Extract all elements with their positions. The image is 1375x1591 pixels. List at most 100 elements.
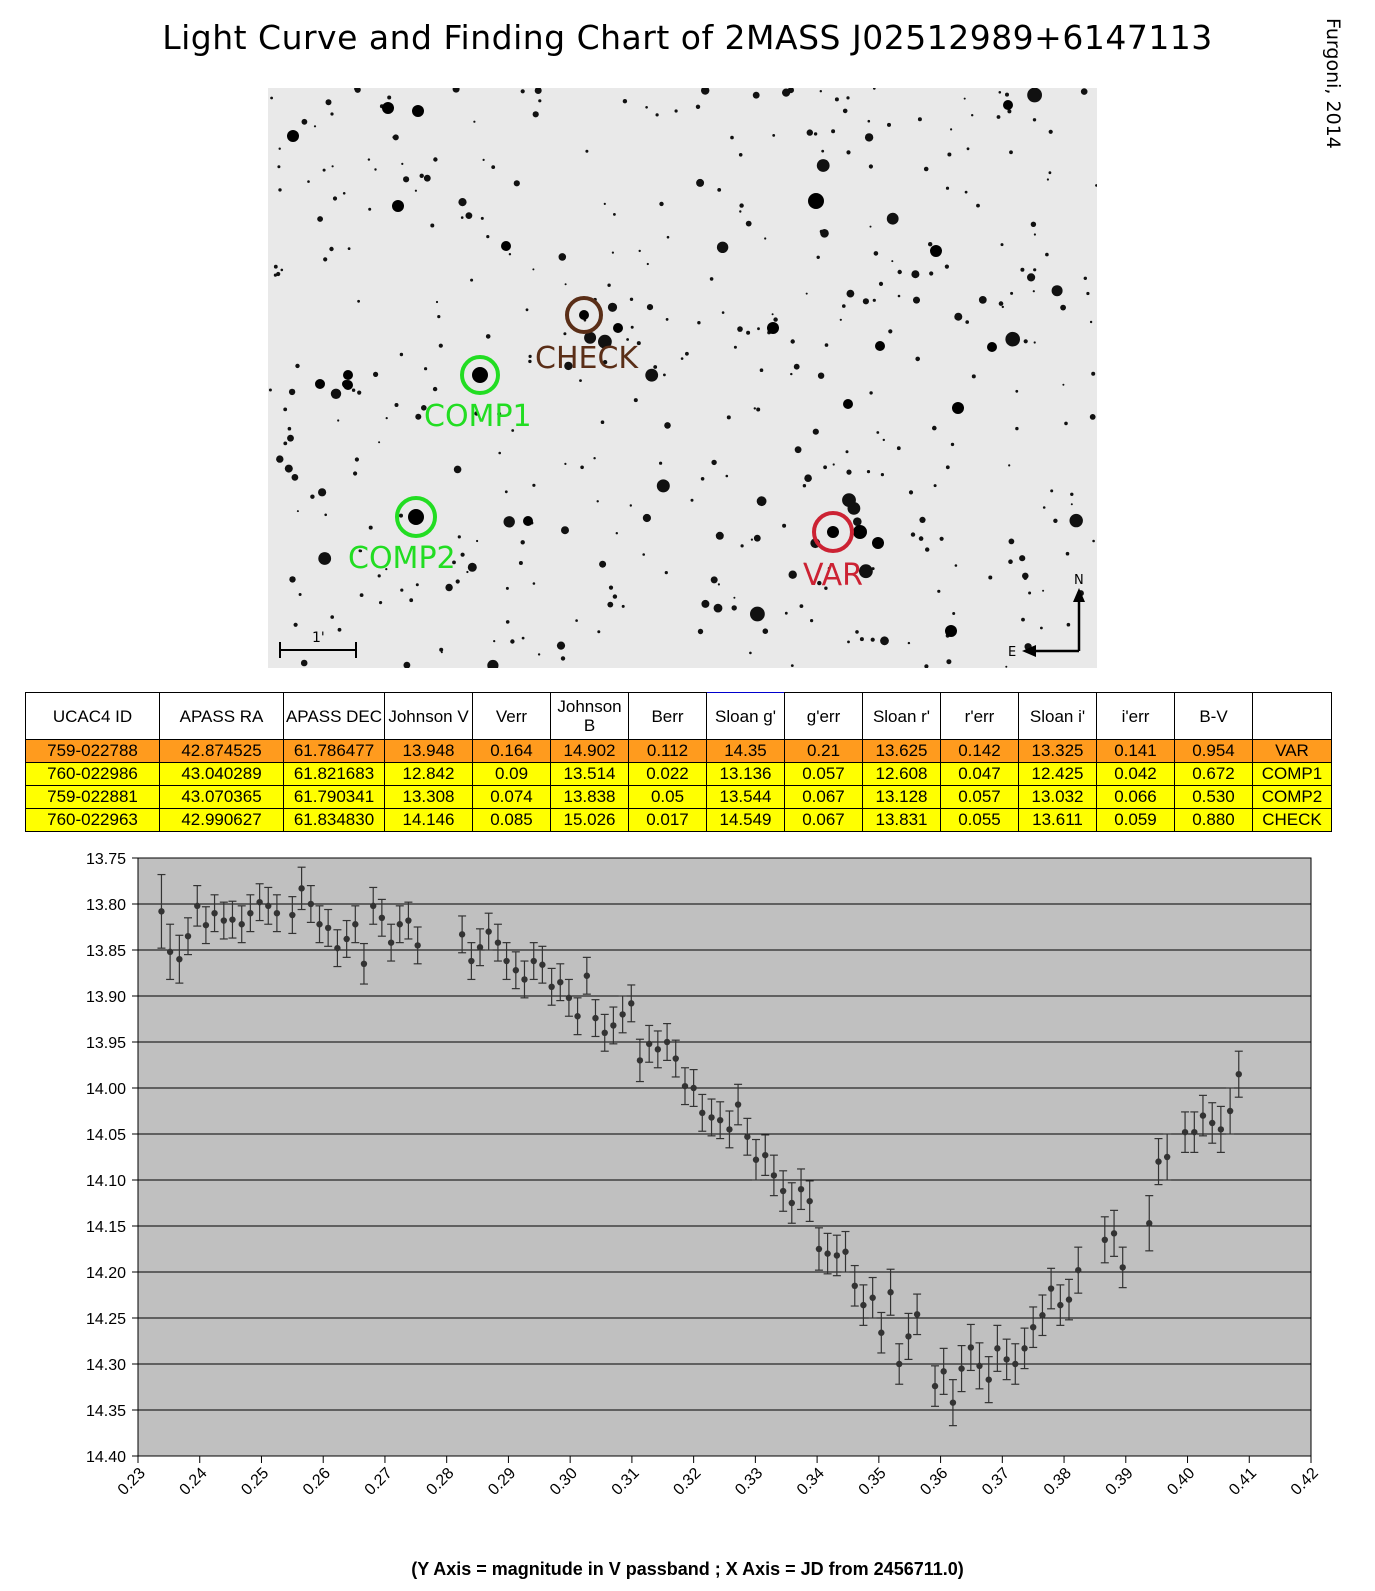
data-point — [458, 931, 466, 938]
data-point — [1146, 1220, 1153, 1227]
star — [1022, 572, 1029, 580]
table-cell: 0.057 — [784, 762, 863, 786]
table-cell: 14.146 — [384, 808, 473, 832]
star — [1009, 150, 1013, 155]
star — [638, 249, 641, 253]
star — [452, 88, 460, 93]
data-point — [931, 1382, 939, 1390]
star — [626, 338, 629, 341]
star — [917, 117, 922, 122]
data-point — [324, 924, 332, 932]
star — [538, 99, 542, 103]
star — [716, 241, 729, 253]
star — [440, 651, 443, 654]
star — [845, 450, 849, 454]
star — [293, 622, 298, 627]
star — [318, 488, 327, 497]
table-cell: 13.514 — [550, 762, 629, 786]
check-marker-circle — [565, 296, 603, 334]
star — [521, 636, 525, 640]
star — [399, 513, 403, 518]
star — [611, 251, 614, 254]
table-cell: 0.530 — [1174, 785, 1253, 809]
star — [437, 315, 441, 319]
star — [954, 564, 958, 567]
star — [827, 567, 831, 570]
star — [1020, 267, 1025, 272]
star — [870, 637, 875, 642]
data-point — [1012, 1360, 1019, 1368]
data-point — [360, 960, 368, 967]
star — [872, 298, 876, 302]
star — [1095, 184, 1097, 187]
star — [329, 246, 334, 252]
star — [615, 532, 618, 535]
star — [276, 271, 281, 277]
star — [710, 576, 718, 584]
star — [374, 168, 377, 171]
table-cell: 0.022 — [628, 762, 707, 786]
y-tick-label: 14.10 — [86, 1173, 126, 1190]
star — [493, 640, 496, 643]
table-cell: 0.067 — [784, 808, 863, 832]
star — [1051, 285, 1063, 297]
data-point — [289, 911, 296, 919]
star — [520, 89, 525, 94]
star — [709, 277, 714, 281]
star — [799, 604, 804, 608]
star — [680, 357, 684, 360]
star — [612, 594, 618, 599]
data-point — [468, 957, 475, 965]
star — [532, 483, 536, 487]
data-point — [949, 1399, 957, 1406]
star — [998, 91, 1002, 94]
star — [602, 360, 608, 365]
data-point — [307, 900, 315, 908]
star — [971, 114, 974, 117]
star — [621, 604, 625, 608]
star — [1083, 276, 1087, 280]
star — [430, 223, 435, 228]
data-point — [521, 976, 528, 983]
data-point — [512, 967, 520, 974]
star — [1089, 320, 1093, 324]
bright-star — [827, 526, 839, 538]
star — [607, 341, 611, 345]
data-point — [708, 1114, 715, 1121]
star — [847, 640, 850, 644]
star — [897, 269, 902, 275]
data-point — [1217, 1126, 1225, 1133]
star — [1001, 305, 1004, 309]
x-tick-label: 0.27 — [362, 1465, 396, 1499]
table-cell: 42.990627 — [159, 808, 284, 832]
star — [291, 474, 299, 481]
data-point — [896, 1360, 903, 1368]
table-row: 759-022881 43.070365 61.790341 13.308 0.074 1… — [25, 785, 1332, 809]
star — [864, 133, 874, 142]
photometry-table: UCAC4 ID APASS RA APASS DEC Johnson V Ve… — [25, 692, 1332, 832]
star — [954, 312, 963, 321]
star — [433, 157, 438, 162]
star — [353, 471, 358, 476]
data-point — [396, 921, 403, 928]
y-tick-label: 14.05 — [86, 1127, 126, 1144]
x-tick-label: 0.30 — [547, 1465, 581, 1499]
data-point — [548, 983, 555, 990]
table-cell: 13.544 — [706, 785, 785, 809]
data-point — [619, 1011, 626, 1018]
comp1-marker-label: COMP1 — [424, 399, 532, 434]
table-cell: 0.21 — [784, 739, 863, 763]
y-tick-label: 14.00 — [86, 1081, 126, 1098]
star — [873, 251, 879, 256]
star — [373, 371, 379, 377]
table-cell: 14.549 — [706, 808, 785, 832]
star — [646, 304, 654, 311]
star — [759, 368, 764, 373]
bright-star — [872, 537, 884, 549]
star — [1032, 118, 1037, 122]
table-cell: COMP2 — [1252, 785, 1332, 809]
star — [508, 253, 512, 256]
star — [347, 247, 351, 251]
star — [580, 465, 584, 470]
star — [896, 446, 901, 451]
